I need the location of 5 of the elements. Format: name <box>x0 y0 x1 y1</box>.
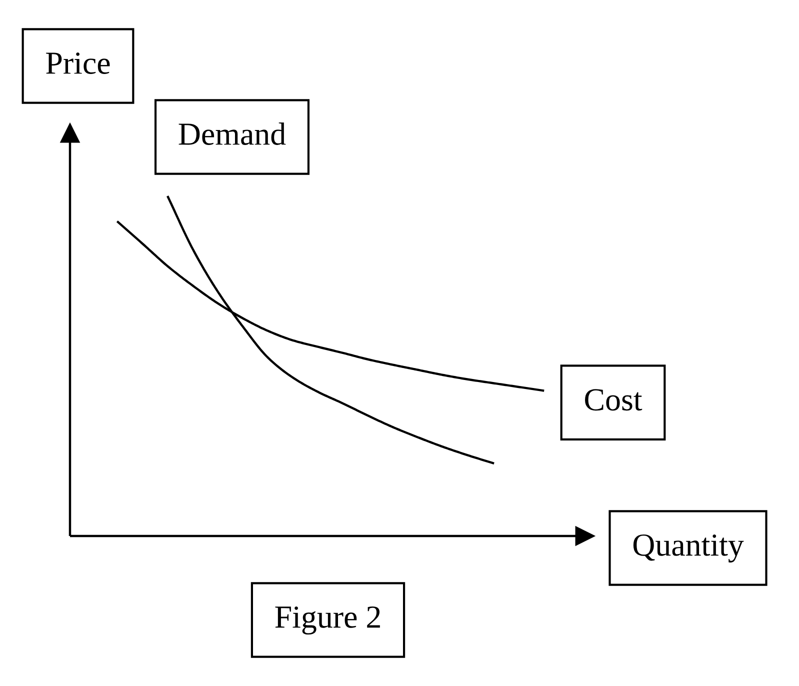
x-axis-title: Quantity <box>633 534 744 562</box>
caption: Figure 2 <box>275 606 380 634</box>
y-axis-title: Price <box>46 52 110 74</box>
series-label: Demand <box>178 122 286 145</box>
series-label: Cost <box>585 389 642 411</box>
